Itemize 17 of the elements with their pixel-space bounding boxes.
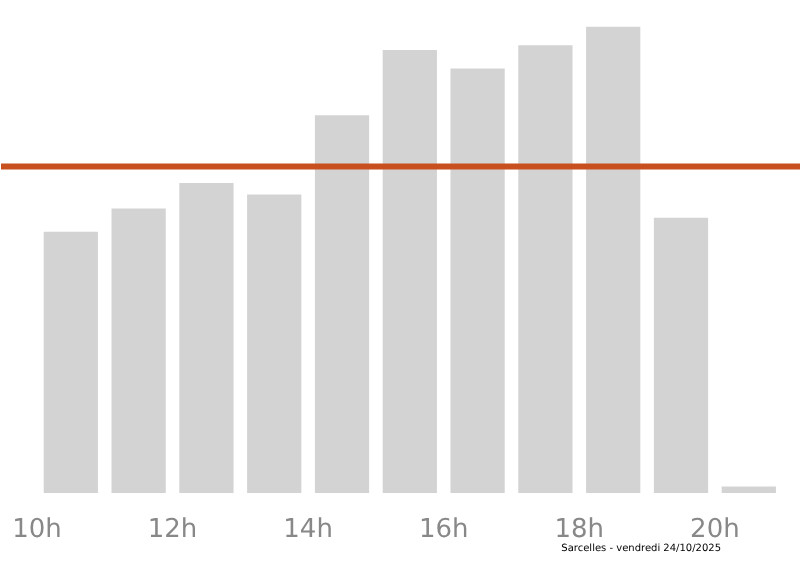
x-tick-label: 14h [283,515,333,545]
bar [450,68,505,493]
bar [314,115,370,493]
x-tick-label: 20h [690,515,740,545]
x-tick-label: 12h [147,515,198,545]
bar [653,217,709,493]
bar [247,194,302,493]
x-tick-label: 18h [554,515,605,545]
x-tick-label: 16h [418,515,469,545]
bar [518,45,573,493]
bar [179,182,234,493]
x-tick-label: 10h [12,515,62,545]
bar [382,49,437,493]
bar [721,486,776,493]
bar [43,231,98,493]
bar [111,208,166,493]
bar [586,26,641,493]
